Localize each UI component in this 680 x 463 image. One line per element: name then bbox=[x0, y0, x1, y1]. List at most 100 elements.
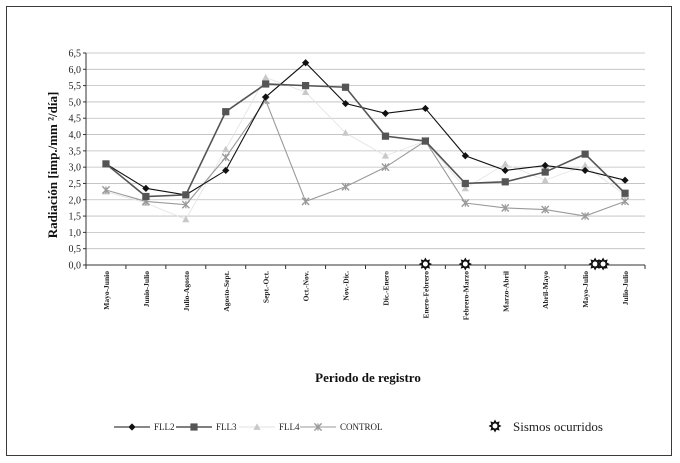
legend-item-fll4: FLL4 bbox=[239, 422, 300, 432]
point-fll3 bbox=[461, 179, 469, 188]
earthquake-markers bbox=[418, 257, 610, 271]
series-line-fll2 bbox=[105, 62, 626, 196]
point-fll3 bbox=[381, 132, 390, 140]
point-fll2 bbox=[142, 184, 150, 192]
x-tick-label: Oct.-Nov. bbox=[302, 271, 311, 302]
grid-lines bbox=[86, 52, 645, 250]
x-tick-label: Junio-Julio bbox=[142, 271, 151, 308]
point-fll4 bbox=[222, 145, 230, 153]
y-tick-label: 6,5 bbox=[69, 49, 82, 60]
point-fll4 bbox=[182, 215, 190, 223]
y-axis-label: Radiación [imp./mm ²/día] bbox=[45, 92, 60, 239]
earthquake-icon bbox=[488, 419, 502, 433]
legend-item-fll3: FLL3 bbox=[176, 422, 237, 432]
point-fll4 bbox=[541, 176, 549, 184]
point-fll3 bbox=[341, 83, 350, 91]
legend-label: FLL4 bbox=[279, 422, 300, 432]
y-tick-label: 6,0 bbox=[69, 65, 82, 76]
point-fll4 bbox=[581, 161, 589, 169]
y-tick-label: 4,0 bbox=[69, 130, 82, 141]
legend-quake-label: Sismos ocurridos bbox=[513, 419, 603, 434]
point-control bbox=[181, 200, 190, 209]
legend-marker bbox=[253, 423, 261, 430]
point-fll3 bbox=[222, 108, 230, 116]
series-line-control bbox=[105, 99, 626, 217]
x-tick-label: Nov.-Dic. bbox=[342, 271, 351, 301]
x-axis-label: Periodo de registro bbox=[315, 370, 421, 385]
point-fll3 bbox=[262, 80, 270, 88]
point-control bbox=[461, 198, 470, 208]
chart-frame: 0,0 0,5 1,0 1,5 2,0 2,5 3,0 3,5 4,0 4,5 5,0 5,5 6,0 6… bbox=[6, 6, 672, 456]
chart-svg: 0,0 0,5 1,0 1,5 2,0 2,5 3,0 3,5 4,0 4,5 5,0 5,5 6,0 6… bbox=[45, 49, 646, 434]
y-tick-label: 0,0 bbox=[69, 261, 82, 272]
y-tick-label: 1,0 bbox=[69, 228, 82, 239]
point-fll2 bbox=[341, 99, 350, 108]
point-fll2 bbox=[621, 176, 629, 184]
point-fll4 bbox=[302, 88, 310, 96]
point-control bbox=[381, 163, 390, 172]
y-tick-label: 2,5 bbox=[69, 179, 82, 190]
x-tick-label: Mayo-Junio bbox=[102, 271, 111, 310]
earthquake-center bbox=[462, 261, 468, 267]
point-fll4 bbox=[501, 160, 509, 167]
point-fll2 bbox=[302, 59, 310, 67]
point-control bbox=[301, 197, 310, 206]
point-fll4 bbox=[461, 184, 469, 192]
point-fll3 bbox=[102, 160, 110, 168]
point-control bbox=[541, 205, 550, 214]
point-fll2 bbox=[541, 161, 549, 170]
x-tick-label: Dic.-Enero bbox=[381, 271, 390, 306]
point-control bbox=[221, 153, 230, 162]
point-fll2 bbox=[222, 166, 230, 175]
x-tick-label: Julio-Julio bbox=[621, 271, 630, 305]
y-tick-labels: 0,0 0,5 1,0 1,5 2,0 2,5 3,0 3,5 4,0 4,5 5,0 5,5 6,0 6… bbox=[69, 49, 82, 272]
earthquake-icon bbox=[588, 257, 602, 271]
earthquake-center bbox=[422, 261, 428, 267]
point-fll3 bbox=[541, 168, 549, 176]
point-fll3 bbox=[142, 192, 150, 201]
y-tick-label: 2,0 bbox=[69, 195, 82, 206]
point-fll3 bbox=[302, 82, 310, 90]
x-tick-label: Julio-Agosto bbox=[182, 271, 191, 312]
y-tick-label: 3,0 bbox=[69, 163, 82, 174]
x-tick-label: Abril-Mayo bbox=[541, 271, 550, 309]
earthquake-center bbox=[492, 423, 498, 429]
legend: FLL2 FLL3 FLL4 CONTROL Sismos ocurridos bbox=[114, 419, 603, 434]
point-fll3 bbox=[501, 178, 509, 186]
point-fll4 bbox=[381, 152, 390, 159]
y-tick-label: 5,5 bbox=[69, 81, 82, 92]
point-control bbox=[341, 182, 350, 191]
legend-item-fll2: FLL2 bbox=[114, 422, 175, 432]
point-fll2 bbox=[461, 152, 469, 160]
point-fll4 bbox=[262, 73, 270, 81]
x-tick-labels: Mayo-Junio Junio-Julio Julio-Agosto Agosto-… bbox=[102, 271, 630, 321]
y-tick-label: 3,5 bbox=[69, 146, 82, 157]
point-fll3 bbox=[581, 150, 589, 158]
x-tick-label: Sept.-Oct. bbox=[262, 271, 271, 303]
legend-item-quakes: Sismos ocurridos bbox=[488, 419, 603, 434]
point-fll3 bbox=[182, 191, 190, 199]
point-fll2 bbox=[421, 104, 429, 113]
series-layer bbox=[101, 59, 630, 223]
earthquake-icon bbox=[418, 257, 432, 271]
earthquake-center bbox=[600, 261, 606, 267]
legend-item-control: CONTROL bbox=[300, 422, 383, 432]
y-tick-label: 4,5 bbox=[69, 114, 82, 125]
earthquake-icon bbox=[596, 257, 610, 271]
series-line-fll4 bbox=[105, 76, 626, 220]
x-tick-label: Agosto-Sept. bbox=[222, 271, 231, 312]
x-tick-label: Mayo-Julio bbox=[581, 271, 590, 308]
legend-marker bbox=[313, 422, 323, 432]
y-tick-label: 5,0 bbox=[69, 97, 82, 108]
axes bbox=[83, 52, 646, 269]
point-control bbox=[101, 185, 111, 195]
legend-marker bbox=[128, 423, 136, 431]
point-fll2 bbox=[262, 93, 270, 101]
point-control bbox=[581, 211, 590, 221]
y-tick-label: 1,5 bbox=[69, 212, 82, 223]
point-fll2 bbox=[381, 109, 390, 117]
legend-label: CONTROL bbox=[340, 422, 383, 432]
series-line-fll3 bbox=[105, 83, 626, 198]
y-tick-label: 0,5 bbox=[69, 244, 82, 255]
legend-marker bbox=[190, 423, 198, 431]
